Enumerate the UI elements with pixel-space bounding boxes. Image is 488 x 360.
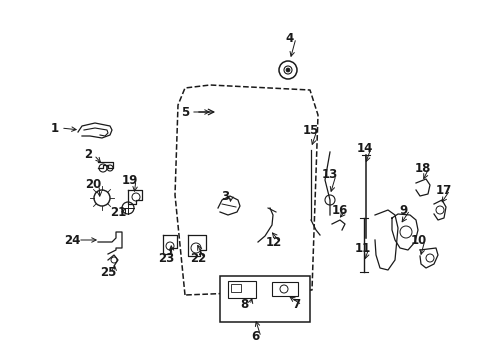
Text: 21: 21: [110, 206, 126, 219]
Text: 3: 3: [221, 189, 228, 202]
Text: 19: 19: [122, 174, 138, 186]
Text: 25: 25: [100, 266, 116, 279]
Text: 5: 5: [181, 105, 189, 118]
Text: 6: 6: [250, 330, 259, 343]
Text: 12: 12: [265, 235, 282, 248]
Text: 16: 16: [331, 203, 347, 216]
Circle shape: [285, 68, 289, 72]
Text: 10: 10: [410, 234, 426, 247]
Text: 22: 22: [189, 252, 206, 265]
Text: 8: 8: [240, 298, 247, 311]
Text: 17: 17: [435, 184, 451, 197]
Text: 4: 4: [285, 31, 293, 45]
Bar: [227, 281, 256, 298]
Text: 11: 11: [354, 242, 370, 255]
Text: 14: 14: [356, 141, 372, 154]
Text: 18: 18: [414, 162, 430, 175]
Text: 7: 7: [291, 298, 300, 311]
Text: 23: 23: [158, 252, 174, 265]
Text: 20: 20: [85, 179, 101, 192]
Text: 15: 15: [302, 123, 319, 136]
Text: 13: 13: [321, 168, 337, 181]
Text: 2: 2: [84, 148, 92, 162]
Bar: [230, 284, 241, 292]
Text: 24: 24: [63, 234, 80, 247]
Bar: [220, 276, 309, 322]
Text: 1: 1: [51, 122, 59, 135]
Text: 9: 9: [399, 203, 407, 216]
Bar: [271, 282, 297, 296]
